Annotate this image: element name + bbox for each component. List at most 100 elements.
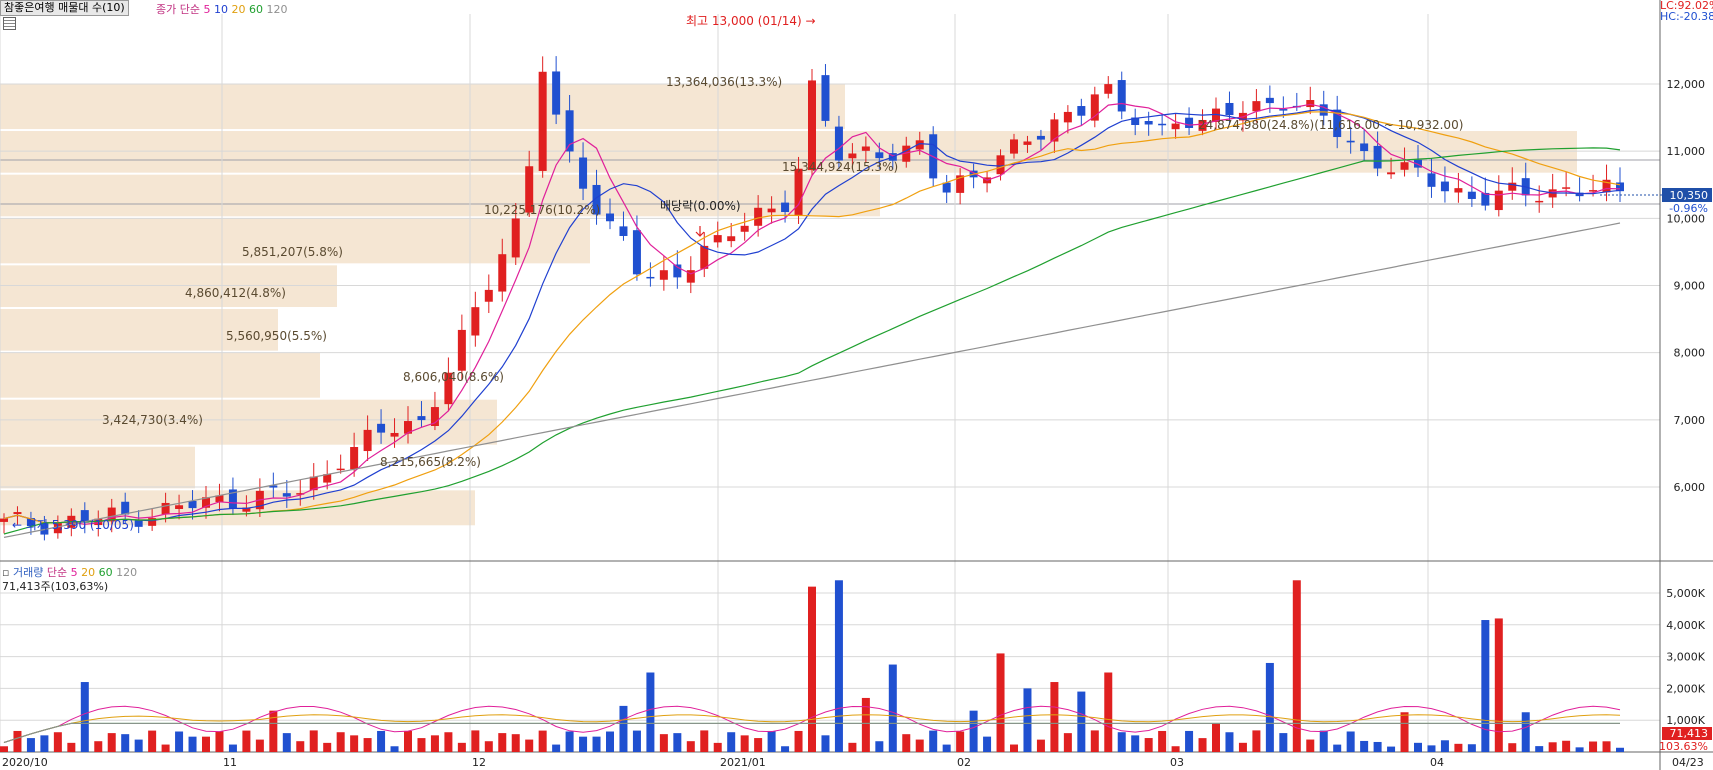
volume-bar	[1090, 730, 1099, 752]
volume-bar	[121, 734, 130, 752]
volume-bar	[619, 705, 628, 752]
volume-value: 71,413주(103,63%)	[2, 580, 109, 593]
x-tick-label: 03	[1170, 756, 1184, 769]
volume-bar	[1494, 618, 1503, 752]
volume-bar	[1616, 747, 1624, 752]
volume-bar	[444, 732, 453, 752]
candle-body	[457, 329, 466, 371]
volume-bar	[1212, 723, 1220, 752]
candle-body	[1171, 123, 1180, 130]
volume-bar	[1481, 620, 1490, 752]
candle-body	[188, 500, 197, 509]
candle-body	[861, 146, 870, 151]
volume-bar	[1562, 740, 1571, 752]
ma-60: 60	[248, 3, 263, 16]
candle-body	[565, 110, 574, 152]
candle-body	[754, 207, 763, 226]
volume-bar	[390, 746, 399, 752]
volume-bar	[808, 586, 816, 752]
volume-bar	[1440, 740, 1449, 752]
volume-bar	[255, 739, 264, 752]
candle-body	[0, 518, 8, 522]
candle-body	[40, 522, 49, 535]
volume-profile-bar	[0, 309, 278, 351]
volume-bar	[1521, 712, 1530, 752]
volume-bars	[0, 580, 1624, 752]
candle-body	[673, 264, 682, 278]
candle-body	[1131, 117, 1140, 125]
volume-bar	[228, 744, 237, 752]
candle-body	[740, 225, 749, 232]
volume-bar	[309, 730, 318, 752]
volume-badge-value: 71,413	[1670, 727, 1709, 740]
dividend-arrow-icon	[695, 226, 705, 237]
volume-bar	[754, 738, 763, 752]
candle-body	[323, 474, 332, 483]
x-tick-label: 2020/10	[2, 756, 48, 769]
candle-body	[1117, 80, 1126, 112]
volume-tick-label: 5,000K	[1666, 587, 1705, 600]
volume-legend: ▫ 거래량 단순 5 20 60 120	[2, 564, 137, 580]
candle-body	[1144, 121, 1153, 125]
volume-bar	[53, 732, 62, 752]
candles	[0, 56, 1624, 541]
volume-bar	[484, 741, 493, 752]
candle-body	[1481, 192, 1490, 206]
volume-profile-label: 24,874,980(24.8%)(11,616.00 ~ 10,932.00)	[1198, 118, 1463, 132]
volume-bar	[1117, 732, 1126, 752]
price-tick-label: 10,000	[1667, 212, 1706, 225]
candle-body	[161, 502, 170, 515]
volume-bar	[202, 736, 210, 752]
candle-body	[1562, 187, 1571, 189]
candle-body	[242, 507, 251, 512]
x-tick-label: 11	[223, 756, 237, 769]
candle-body	[1077, 106, 1086, 116]
candle-body	[1467, 191, 1476, 199]
volume-bar	[175, 731, 184, 752]
volume-profile-label: 5,851,207(5.8%)	[242, 245, 343, 259]
candle-body	[1036, 135, 1045, 140]
volume-bar	[942, 744, 951, 752]
volume-bar	[1387, 746, 1396, 752]
table-icon[interactable]	[3, 17, 16, 30]
volume-bar	[525, 739, 534, 752]
candle-body	[579, 157, 588, 189]
indicator-toggle-button[interactable]: 참좋은여행 매물대 수(10)	[0, 0, 129, 16]
volume-bar	[1252, 730, 1261, 752]
volume-bar	[592, 736, 601, 752]
volume-bar	[1036, 739, 1045, 752]
candle-body	[377, 423, 386, 433]
volume-profile-bar	[0, 84, 845, 130]
candle-body	[1185, 117, 1194, 128]
volume-bar	[1602, 741, 1611, 752]
volume-bar	[67, 742, 76, 752]
volume-bar	[471, 730, 480, 752]
volume-bar	[148, 730, 157, 752]
ma-120: 120	[266, 3, 288, 16]
candle-body	[538, 71, 547, 171]
price-badge-value: 10,350	[1670, 189, 1709, 202]
candle-body	[713, 235, 722, 243]
volume-bar	[161, 744, 170, 752]
volume-tick-label: 1,000K	[1666, 714, 1705, 727]
volume-bar	[107, 733, 116, 752]
candle-body	[53, 522, 62, 534]
candle-body	[417, 416, 426, 421]
volume-bar	[794, 730, 803, 752]
volume-bar	[1427, 745, 1436, 752]
volume-profile-bar	[0, 399, 497, 445]
candle-body	[902, 145, 911, 162]
candle-body	[1252, 101, 1261, 112]
candle-body	[175, 505, 184, 509]
volume-profile-bar	[0, 446, 195, 489]
volume-bar	[861, 697, 870, 752]
volume-bar	[1131, 735, 1140, 752]
candle-body	[700, 245, 709, 269]
candle-body	[1333, 109, 1342, 138]
volume-bar	[1454, 743, 1463, 752]
candle-body	[1050, 119, 1059, 142]
volume-bar	[929, 730, 938, 752]
volume-ma-line-20	[3, 714, 1621, 743]
volume-bar	[700, 730, 709, 752]
